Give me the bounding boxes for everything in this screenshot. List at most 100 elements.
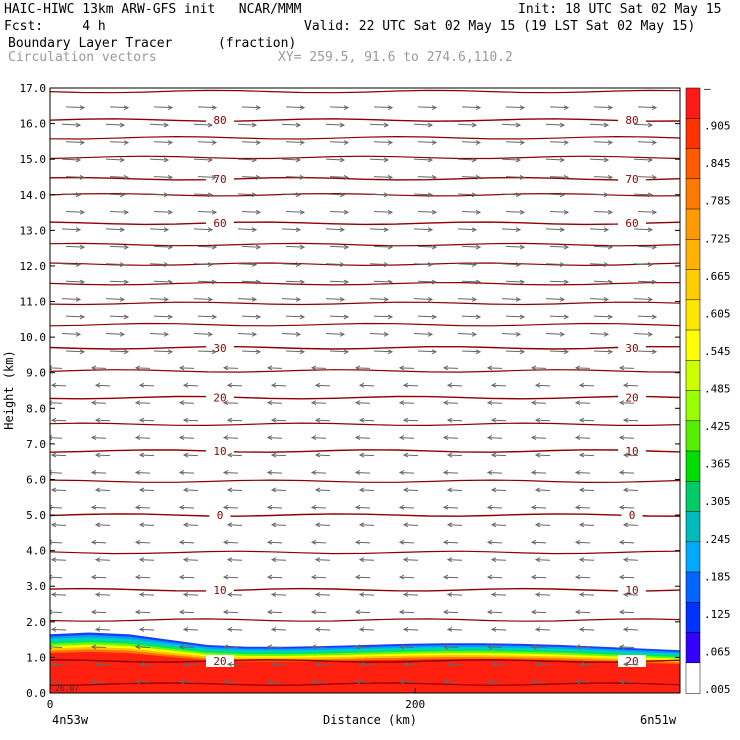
circulation-vector	[399, 402, 415, 404]
circulation-vector-head	[211, 105, 218, 111]
circulation-vector	[545, 263, 565, 266]
circulation-vector	[267, 576, 283, 579]
y-tick-label: 14.0	[20, 189, 47, 202]
circulation-vector-head	[255, 244, 262, 250]
circulation-vector	[593, 210, 613, 213]
isotherm-line	[50, 242, 680, 247]
circulation-vector-head	[398, 435, 405, 441]
circulation-vector-head	[354, 504, 361, 510]
circulation-vector	[179, 576, 195, 579]
circulation-vector	[51, 559, 67, 561]
circulation-vector	[501, 298, 521, 300]
circulation-vector	[109, 106, 129, 109]
circulation-vector-head	[622, 626, 629, 632]
circulation-vector-head	[182, 417, 189, 423]
isotherm-line	[50, 513, 680, 517]
circulation-vector	[223, 611, 239, 614]
circulation-vector-head	[651, 105, 658, 111]
circulation-vector-head	[622, 592, 629, 597]
circulation-vector	[443, 471, 459, 474]
colorbar-swatch	[685, 178, 701, 210]
circulation-vector-head	[50, 626, 57, 632]
colorbar-swatch	[685, 269, 701, 301]
circulation-vector-head	[578, 452, 585, 458]
circulation-vector	[575, 367, 591, 369]
colorbar-swatch	[685, 541, 701, 573]
circulation-vector-head	[119, 192, 126, 198]
circulation-vector	[267, 471, 283, 474]
circulation-vector-head	[50, 539, 53, 545]
circulation-vector-head	[490, 382, 497, 388]
circulation-vector	[105, 158, 125, 161]
circulation-vector-head	[310, 574, 317, 580]
circulation-vector-head	[138, 661, 145, 667]
circulation-vector-head	[563, 314, 570, 320]
circulation-vector-head	[651, 140, 658, 145]
circulation-vector	[633, 228, 653, 231]
circulation-vector-head	[446, 487, 453, 493]
circulation-vector-head	[178, 435, 185, 441]
circulation-vector-head	[398, 574, 405, 580]
circulation-vector-head	[222, 400, 229, 406]
y-tick-label: 16.0	[20, 118, 47, 131]
circulation-vector-head	[398, 365, 405, 371]
isotherm-label: 80	[213, 114, 226, 127]
circulation-vector	[271, 594, 287, 596]
circulation-vector-head	[134, 644, 141, 650]
circulation-vector	[237, 193, 257, 196]
circulation-vector-head	[402, 557, 409, 563]
circulation-vector-head	[427, 192, 434, 198]
circulation-vector	[443, 506, 459, 509]
circulation-vector	[227, 594, 243, 596]
colorbar-swatch	[685, 420, 701, 452]
circulation-vector	[285, 210, 305, 213]
circulation-vector	[183, 559, 199, 561]
circulation-vector	[65, 350, 85, 353]
circulation-vector-head	[123, 174, 130, 180]
circulation-vector	[443, 576, 459, 579]
circulation-vector-head	[50, 522, 57, 528]
isotherm-line	[50, 89, 680, 94]
isotherm-label: 0	[217, 509, 224, 522]
circulation-vector-head	[519, 244, 526, 250]
circulation-vector	[637, 315, 657, 318]
circulation-vector-head	[79, 140, 86, 145]
circulation-vector	[461, 106, 481, 109]
circulation-vector-head	[75, 297, 82, 302]
circulation-vector-head	[310, 400, 317, 406]
circulation-vector-head	[314, 382, 321, 388]
circulation-vector-head	[222, 539, 229, 545]
circulation-vector-head	[343, 279, 350, 285]
circulation-vector-head	[226, 382, 233, 388]
circulation-vector	[91, 367, 107, 369]
circulation-vector-head	[574, 400, 581, 406]
circulation-vector-head	[402, 417, 409, 423]
circulation-vector	[149, 228, 169, 231]
circulation-vector-head	[207, 262, 214, 268]
circulation-vector-head	[559, 227, 566, 233]
colorbar-swatch	[685, 360, 701, 392]
circulation-vector	[443, 437, 459, 439]
circulation-vector-head	[387, 105, 394, 111]
circulation-vector	[237, 298, 257, 300]
circulation-vector-head	[90, 470, 97, 475]
circulation-vector-head	[358, 417, 365, 423]
circulation-vector-head	[534, 626, 541, 632]
circulation-vector-head	[490, 661, 497, 667]
circulation-vector-head	[530, 400, 537, 406]
circulation-vector-head	[295, 227, 302, 233]
circulation-vector	[95, 594, 111, 596]
circulation-vector	[237, 333, 257, 335]
circulation-vector-head	[446, 522, 453, 528]
circulation-vector	[267, 506, 283, 509]
circulation-vector-head	[299, 279, 306, 285]
circulation-vector-head	[383, 331, 390, 337]
circulation-vector-head	[563, 140, 570, 145]
circulation-vector	[633, 333, 653, 335]
circulation-vector-head	[490, 592, 497, 597]
isotherm-label-bg	[618, 583, 646, 596]
circulation-vector-head	[226, 592, 233, 597]
circulation-vector	[135, 576, 151, 579]
circulation-vector	[373, 315, 393, 318]
circulation-vector-head	[79, 174, 86, 180]
